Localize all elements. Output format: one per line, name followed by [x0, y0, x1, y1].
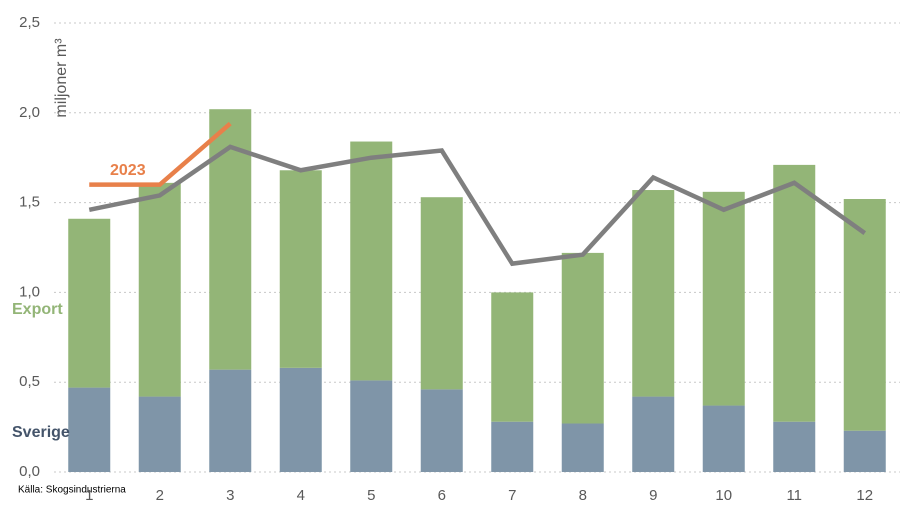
y-tick-label: 2,0: [19, 104, 40, 121]
bar: [491, 292, 534, 422]
bar: [773, 164, 816, 422]
y-tick-label: 1,5: [19, 194, 40, 211]
x-tick-label: 11: [786, 487, 802, 504]
bar: [420, 389, 463, 472]
bar: [491, 421, 534, 472]
y-tick-label: 2,5: [19, 14, 40, 31]
x-tick-label: 9: [649, 487, 657, 504]
bar: [68, 218, 111, 388]
x-tick-label: 1: [85, 487, 93, 504]
bar: [350, 141, 393, 381]
line: [89, 121, 232, 187]
bar: [561, 252, 604, 424]
bar: [632, 190, 675, 397]
bar: [773, 421, 816, 472]
bar: [843, 430, 886, 472]
y-tick-label: 0,0: [19, 463, 40, 480]
bar: [68, 387, 111, 472]
bar: [138, 396, 181, 472]
series-label: Export: [12, 301, 63, 318]
bar: [632, 396, 675, 472]
bar: [561, 423, 604, 472]
y-axis-label: miljoner m³: [53, 38, 70, 118]
x-tick-label: 7: [508, 487, 516, 504]
bar: [279, 367, 322, 472]
bar: [138, 182, 181, 397]
x-tick-label: 5: [367, 487, 375, 504]
x-tick-label: 8: [579, 487, 587, 504]
x-tick-label: 2: [156, 487, 164, 504]
bar: [350, 380, 393, 472]
series-label: Sverige: [12, 424, 70, 441]
bar: [279, 170, 322, 368]
bar: [702, 405, 745, 472]
y-tick-label: 1,0: [19, 283, 40, 300]
bar: [843, 199, 886, 431]
y-tick-label: 0,5: [19, 373, 40, 390]
bar: [702, 191, 745, 406]
bar: [209, 369, 252, 472]
x-tick-label: 10: [715, 487, 732, 504]
series-label: 2023: [110, 162, 146, 179]
bar: [420, 197, 463, 390]
x-tick-label: 4: [297, 487, 305, 504]
line: [88, 144, 867, 267]
x-tick-label: 12: [856, 487, 873, 504]
x-tick-label: 3: [226, 487, 234, 504]
x-tick-label: 6: [438, 487, 446, 504]
source: Källa: Skogsindustrierna: [18, 485, 126, 496]
